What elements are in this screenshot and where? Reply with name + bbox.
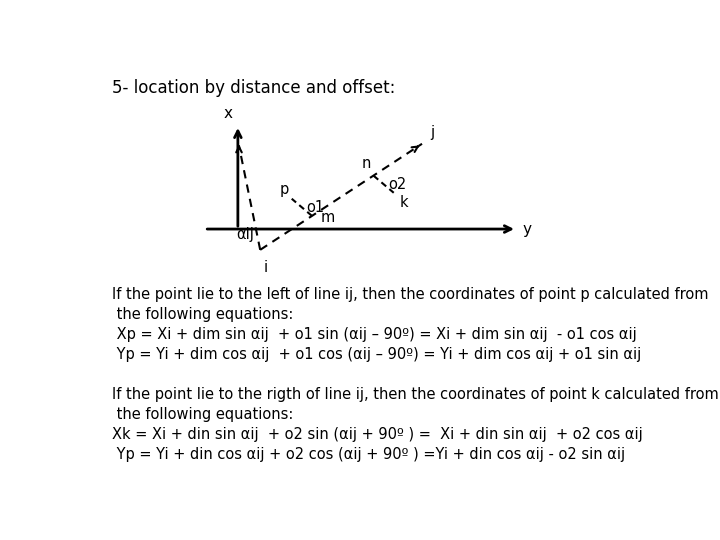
Text: 5- location by distance and offset:: 5- location by distance and offset: [112,79,396,97]
Text: o2: o2 [388,177,406,192]
Text: o1: o1 [306,200,325,215]
Text: If the point lie to the left of line ij, then the coordinates of point p calcula: If the point lie to the left of line ij,… [112,287,708,302]
Text: the following equations:: the following equations: [112,307,294,322]
Text: n: n [361,157,371,172]
Text: p: p [279,181,289,197]
Text: Yp = Yi + dim cos αij  + o1 cos (αij – 90º) = Yi + dim cos αij + o1 sin αij: Yp = Yi + dim cos αij + o1 cos (αij – 90… [112,347,642,362]
Text: Xk = Xi + din sin αij  + o2 sin (αij + 90º ) =  Xi + din sin αij  + o2 cos αij: Xk = Xi + din sin αij + o2 sin (αij + 90… [112,427,643,442]
Text: j: j [431,125,434,140]
Text: k: k [400,195,408,210]
Text: the following equations:: the following equations: [112,407,294,422]
Text: Xp = Xi + dim sin αij  + o1 sin (αij – 90º) = Xi + dim sin αij  - o1 cos αij: Xp = Xi + dim sin αij + o1 sin (αij – 90… [112,327,637,342]
Text: If the point lie to the rigth of line ij, then the coordinates of point k calcul: If the point lie to the rigth of line ij… [112,387,719,402]
Text: i: i [264,260,268,275]
Text: αij: αij [237,226,255,241]
Text: Yp = Yi + din cos αij + o2 cos (αij + 90º ) =Yi + din cos αij - o2 sin αij: Yp = Yi + din cos αij + o2 cos (αij + 90… [112,447,626,462]
Text: m: m [320,211,335,226]
Text: x: x [223,106,233,121]
Text: y: y [523,221,531,237]
